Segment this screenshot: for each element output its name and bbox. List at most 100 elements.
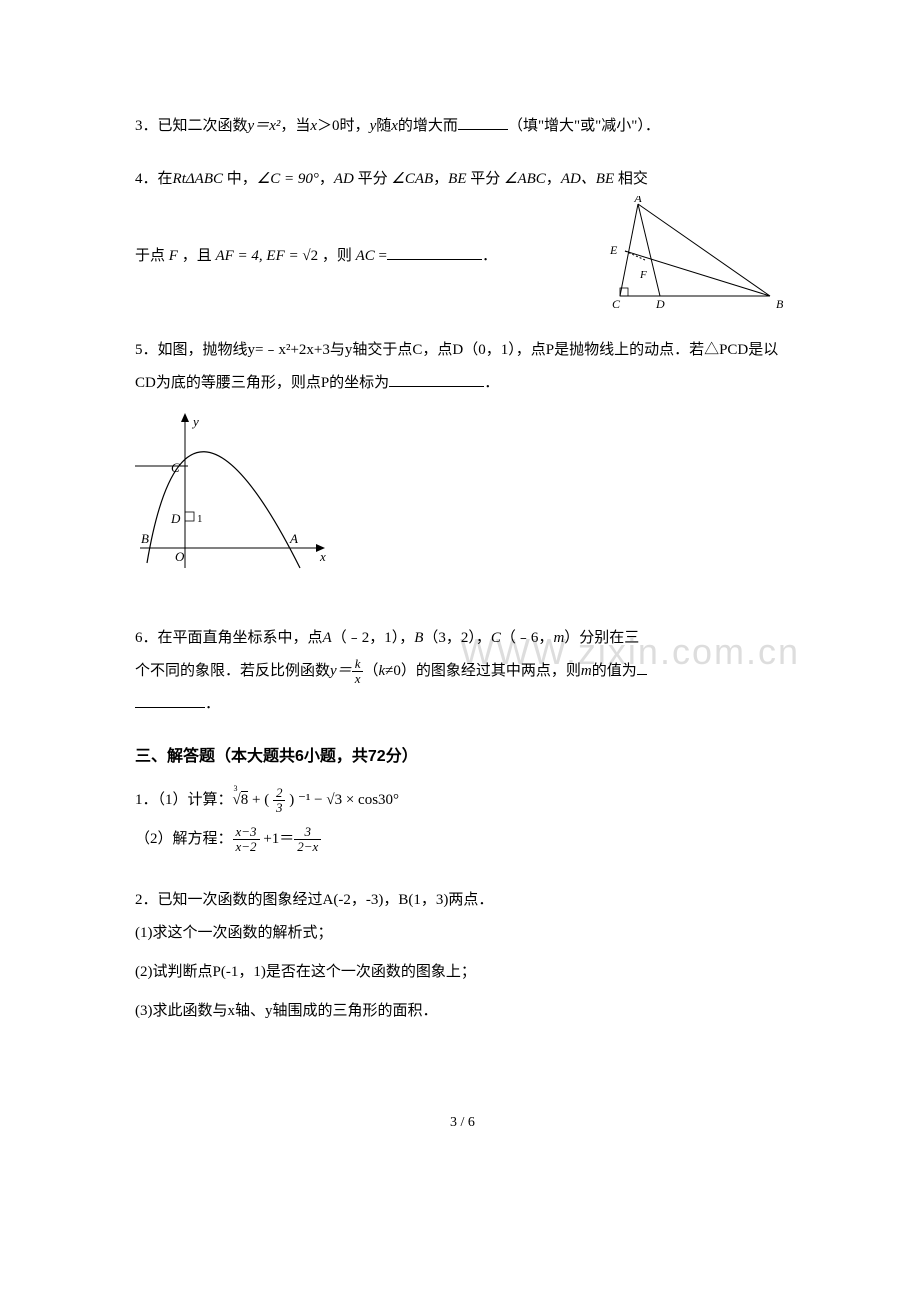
svg-text:F: F (639, 269, 647, 281)
svg-text:A: A (633, 196, 642, 205)
svg-text:x: x (319, 549, 326, 564)
label: （1）计算： (158, 792, 233, 808)
section-3-title: 三、解答题（本大题共6小题，共72分） (135, 739, 790, 774)
text: ＞0时， (317, 118, 370, 134)
text: 已知二次函数 (158, 118, 248, 134)
blank (389, 372, 484, 387)
text: 已知一次函数的图象经过A(-2，-3)，B(1，3)两点． (158, 892, 494, 908)
blank (387, 245, 482, 260)
svg-text:D: D (655, 297, 665, 311)
sub-2: (2)试判断点P(-1，1)是否在这个一次函数的图象上； (135, 956, 790, 989)
seg: AD (334, 171, 354, 187)
text: ， (433, 171, 448, 187)
var: m (581, 663, 592, 679)
svg-text:B: B (141, 531, 149, 546)
question-6: WWW.zixin.com.cn 6．在平面直角坐标系中，点A（﹣2，1），B（… (135, 622, 790, 721)
text: ≠0）的图象经过其中两点，则 (385, 663, 581, 679)
eq: AF = 4, EF = (215, 248, 302, 264)
page-number: 3 / 6 (135, 1108, 790, 1139)
pt: F (169, 248, 178, 264)
blank (637, 660, 647, 675)
angle: ∠ABC (504, 171, 546, 187)
text: 平分 (354, 171, 392, 187)
text: 平分 (467, 171, 505, 187)
period: ． (205, 696, 220, 712)
q-num: 4． (135, 171, 158, 187)
label: （2）解方程： (135, 831, 233, 847)
q-num: 2． (135, 892, 158, 908)
seg: AD、BE (561, 171, 614, 187)
text: = (375, 248, 387, 264)
text: ， (546, 171, 561, 187)
svg-text:C: C (171, 460, 180, 475)
fraction: x−3x−2 (233, 825, 260, 855)
svg-text:C: C (612, 297, 621, 311)
period: ． (484, 375, 499, 391)
question-4: 4．在RtΔABC 中，∠C = 90°，AD 平分 ∠CAB，BE 平分 ∠A… (135, 163, 790, 316)
seg: BE (448, 171, 466, 187)
svg-text:O: O (175, 549, 185, 564)
hint: （填"增大"或"减小"）． (508, 118, 660, 134)
text: 随 (376, 118, 391, 134)
q-num: 6． (135, 630, 158, 646)
cube-root: 3√8 (233, 784, 249, 817)
q-num: 1． (135, 792, 158, 808)
text: ，当 (280, 118, 310, 134)
var: m (553, 630, 564, 646)
svg-text:D: D (170, 511, 181, 526)
text: （ (363, 663, 378, 679)
svg-text:y: y (191, 414, 199, 429)
sqrt: √3 (326, 792, 342, 808)
fraction: 32−x (294, 825, 321, 855)
text: 的值为 (592, 663, 637, 679)
coord: ）分别在三 (564, 630, 639, 646)
q-num: 3． (135, 118, 158, 134)
blank (458, 115, 508, 130)
var: x (391, 118, 398, 134)
fraction: kx (352, 657, 364, 687)
text: 的增大而 (398, 118, 458, 134)
triangle-figure: A B C D E F (590, 196, 790, 316)
text: ，则 (318, 248, 356, 264)
coord: （﹣6， (501, 630, 554, 646)
seg: AC (356, 248, 375, 264)
coord: （﹣2，1）， (332, 630, 415, 646)
text: × cos30° (342, 792, 399, 808)
text: 个不同的象限．若反比例函数 (135, 663, 330, 679)
question-3: 3．已知二次函数y＝x²，当x＞0时，y随x的增大而（填"增大"或"减小"）． (135, 110, 790, 143)
angle: ∠C = 90° (257, 171, 319, 187)
svg-text:A: A (289, 531, 298, 546)
angle: ∠CAB (391, 171, 433, 187)
coord: （3，2）， (423, 630, 491, 646)
text: 在平面直角坐标系中，点 (158, 630, 323, 646)
text: + ( (248, 792, 273, 808)
pt: C (491, 630, 501, 646)
text: 相交 (614, 171, 648, 187)
text: 在 (158, 171, 173, 187)
parabola-figure: y x C D 1 O A B (135, 408, 335, 583)
text: 于点 (135, 248, 169, 264)
sub-1: (1)求这个一次函数的解析式； (135, 917, 790, 950)
period: ． (482, 248, 497, 264)
eq: y＝ (330, 663, 352, 679)
fraction: 23 (273, 786, 286, 816)
pt: B (414, 630, 423, 646)
sqrt: √2 (302, 248, 318, 264)
text: ) ⁻¹ − (285, 792, 326, 808)
svg-text:E: E (609, 243, 618, 257)
text: +1＝ (260, 831, 295, 847)
question-5: 5．如图，抛物线y=﹣x²+2x+3与y轴交于点C，点D（0，1），点P是抛物线… (135, 334, 790, 604)
blank (135, 693, 205, 708)
text: 中， (223, 171, 257, 187)
pt: A (323, 630, 332, 646)
text: ， (319, 171, 334, 187)
solve-q2: 2．已知一次函数的图象经过A(-2，-3)，B(1，3)两点． (1)求这个一次… (135, 884, 790, 1028)
svg-text:1: 1 (197, 513, 203, 525)
q-num: 5． (135, 342, 158, 358)
rt: RtΔABC (173, 171, 223, 187)
text: ，且 (178, 248, 216, 264)
solve-q1: 1．（1）计算：3√8 + ( 23 ) ⁻¹ − √3 × cos30° （2… (135, 784, 790, 856)
svg-text:B: B (776, 297, 784, 311)
formula: y＝x² (248, 118, 281, 134)
sub-3: (3)求此函数与x轴、y轴围成的三角形的面积． (135, 995, 790, 1028)
